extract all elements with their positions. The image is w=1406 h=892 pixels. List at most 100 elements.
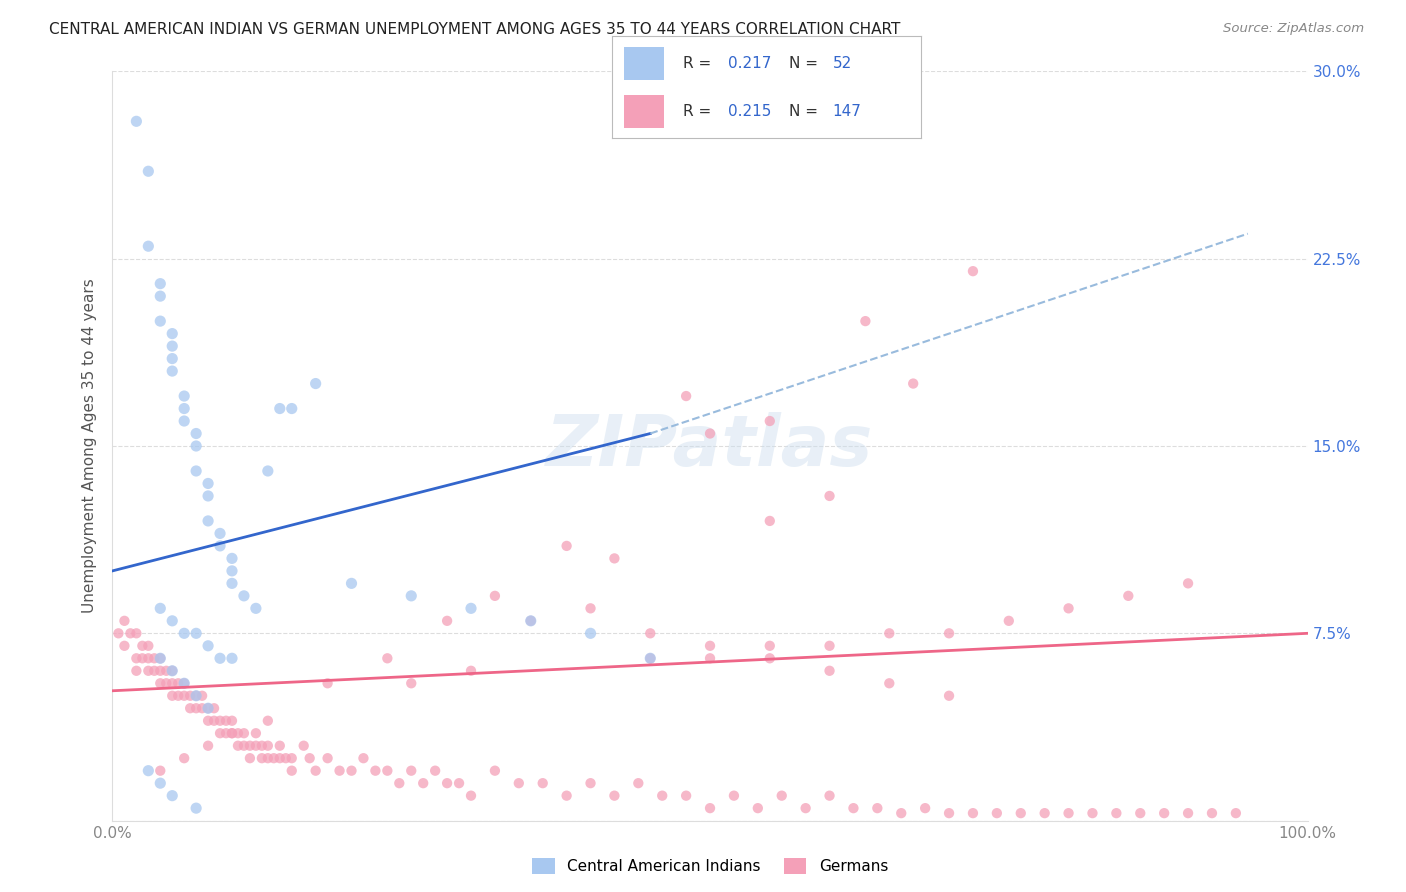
- Point: [1177, 806, 1199, 821]
- Point: [149, 651, 172, 665]
- Point: [263, 751, 285, 765]
- FancyBboxPatch shape: [624, 95, 664, 128]
- Point: [998, 614, 1021, 628]
- Point: [1153, 806, 1175, 821]
- Point: [149, 776, 172, 790]
- Text: 0.215: 0.215: [728, 104, 770, 120]
- Point: [401, 589, 423, 603]
- Point: [401, 676, 423, 690]
- Point: [436, 776, 458, 790]
- Point: [531, 776, 554, 790]
- Point: [173, 401, 195, 416]
- Point: [1010, 806, 1032, 821]
- Point: [747, 801, 769, 815]
- Point: [603, 551, 626, 566]
- Point: [149, 664, 172, 678]
- Point: [329, 764, 352, 778]
- Point: [186, 801, 208, 815]
- Point: [179, 689, 201, 703]
- Text: 52: 52: [832, 56, 852, 70]
- Text: Source: ZipAtlas.com: Source: ZipAtlas.com: [1223, 22, 1364, 36]
- Point: [226, 726, 249, 740]
- Point: [759, 414, 782, 428]
- Point: [257, 751, 280, 765]
- Text: R =: R =: [683, 104, 716, 120]
- Point: [377, 764, 399, 778]
- Point: [281, 764, 304, 778]
- Point: [866, 801, 889, 815]
- Point: [938, 626, 960, 640]
- Point: [1105, 806, 1128, 821]
- Point: [257, 739, 280, 753]
- Point: [233, 739, 256, 753]
- Point: [770, 789, 793, 803]
- Point: [1177, 576, 1199, 591]
- Point: [226, 739, 249, 753]
- Point: [759, 651, 782, 665]
- Point: [699, 651, 721, 665]
- Point: [131, 639, 153, 653]
- Point: [603, 789, 626, 803]
- Point: [245, 601, 267, 615]
- Point: [179, 701, 201, 715]
- Point: [239, 739, 262, 753]
- Point: [221, 551, 243, 566]
- Point: [842, 801, 865, 815]
- Point: [699, 426, 721, 441]
- Point: [209, 539, 232, 553]
- Point: [197, 701, 219, 715]
- Point: [579, 601, 602, 615]
- Text: N =: N =: [790, 56, 824, 70]
- Point: [173, 389, 195, 403]
- Point: [879, 676, 901, 690]
- Point: [191, 701, 214, 715]
- Point: [818, 489, 841, 503]
- Point: [149, 764, 172, 778]
- Point: [125, 626, 148, 640]
- Point: [818, 639, 841, 653]
- Point: [215, 726, 238, 740]
- Point: [221, 651, 243, 665]
- Point: [962, 264, 984, 278]
- Point: [149, 314, 172, 328]
- Point: [186, 439, 208, 453]
- Point: [221, 714, 243, 728]
- Point: [120, 626, 142, 640]
- Text: ZIPatlas: ZIPatlas: [547, 411, 873, 481]
- Point: [269, 739, 291, 753]
- Point: [425, 764, 447, 778]
- Point: [125, 651, 148, 665]
- Point: [202, 714, 225, 728]
- Point: [209, 651, 232, 665]
- Point: [143, 651, 166, 665]
- Point: [143, 664, 166, 678]
- Point: [723, 789, 745, 803]
- Point: [305, 376, 328, 391]
- Point: [162, 664, 183, 678]
- Legend: Central American Indians, Germans: Central American Indians, Germans: [526, 852, 894, 880]
- Point: [484, 764, 506, 778]
- Point: [138, 239, 160, 253]
- Point: [292, 739, 315, 753]
- Point: [1081, 806, 1104, 821]
- Point: [759, 639, 782, 653]
- Point: [245, 739, 267, 753]
- Point: [890, 806, 912, 821]
- Point: [388, 776, 411, 790]
- Point: [412, 776, 434, 790]
- Point: [209, 526, 232, 541]
- Point: [186, 689, 208, 703]
- Point: [162, 339, 183, 353]
- Point: [447, 776, 470, 790]
- Point: [460, 601, 482, 615]
- Point: [155, 664, 177, 678]
- Point: [162, 689, 183, 703]
- Point: [257, 714, 280, 728]
- Point: [640, 651, 662, 665]
- Point: [281, 401, 304, 416]
- Point: [138, 639, 160, 653]
- Point: [401, 764, 423, 778]
- Point: [107, 626, 129, 640]
- Point: [138, 164, 160, 178]
- Point: [197, 639, 219, 653]
